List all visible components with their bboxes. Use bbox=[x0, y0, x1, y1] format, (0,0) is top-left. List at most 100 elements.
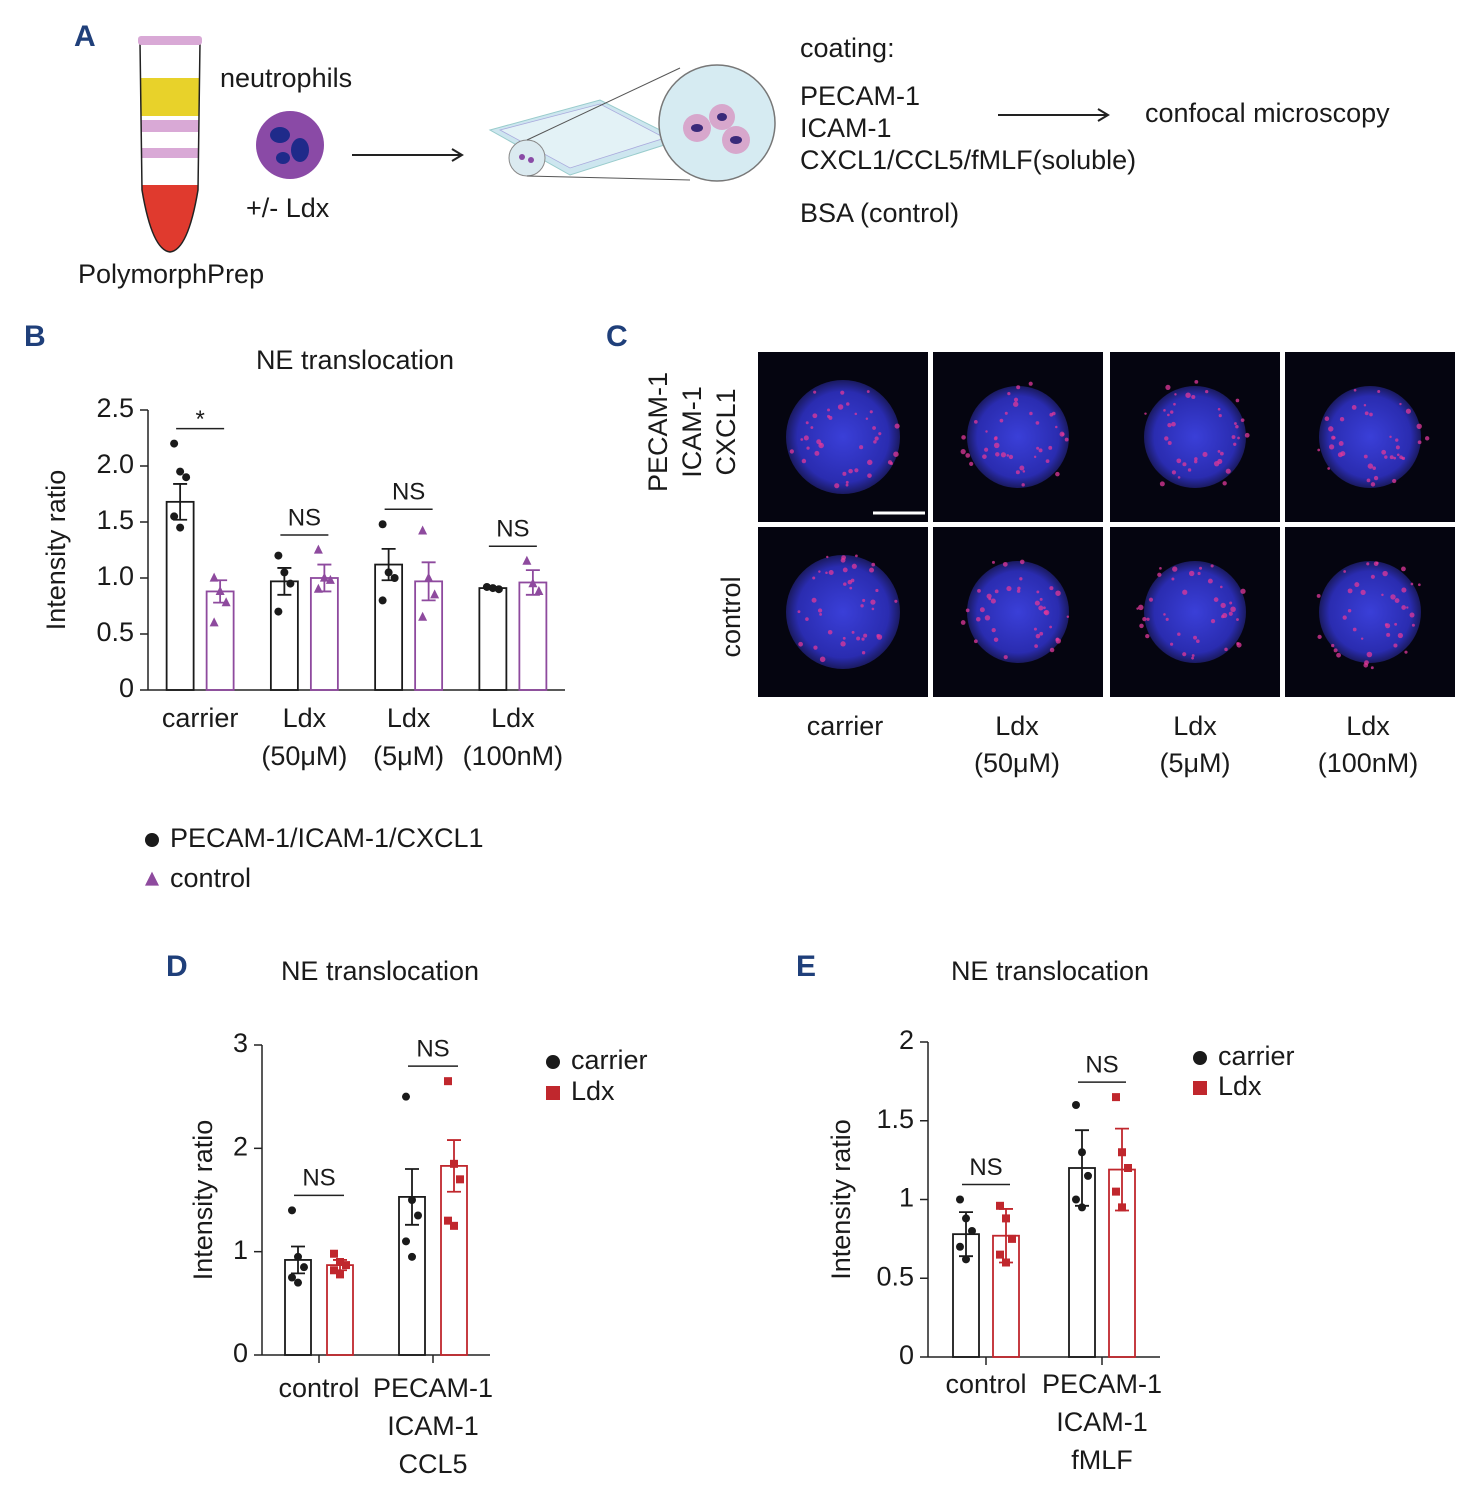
significance-label: NS bbox=[1085, 1051, 1118, 1078]
point bbox=[288, 1273, 296, 1282]
granule bbox=[1373, 475, 1379, 481]
granule bbox=[1244, 432, 1250, 438]
granule bbox=[1395, 438, 1399, 442]
granule bbox=[984, 615, 991, 621]
granule bbox=[1236, 618, 1239, 621]
column-label: (50μM) bbox=[974, 748, 1060, 778]
granule bbox=[1224, 647, 1228, 652]
granule bbox=[960, 620, 966, 625]
granule bbox=[873, 440, 877, 444]
granule bbox=[1167, 422, 1172, 428]
granule bbox=[840, 641, 846, 647]
granule bbox=[1145, 633, 1150, 639]
granule bbox=[1016, 589, 1021, 593]
chart-title: NE translocation bbox=[281, 956, 479, 986]
granule bbox=[1146, 617, 1150, 621]
x-tick-label: Ldx bbox=[283, 703, 327, 733]
point bbox=[456, 1175, 464, 1184]
granule bbox=[1390, 594, 1396, 600]
granule bbox=[1316, 593, 1321, 598]
granule bbox=[1039, 597, 1043, 601]
granule bbox=[1409, 612, 1415, 618]
significance-label: * bbox=[195, 406, 204, 433]
granule bbox=[889, 461, 894, 466]
row-label-line: PECAM-1 bbox=[643, 372, 673, 492]
significance-label: NS bbox=[969, 1154, 1002, 1181]
granule bbox=[842, 567, 848, 573]
x-tick-label: Ldx bbox=[491, 703, 535, 733]
bar bbox=[326, 1264, 354, 1356]
granule bbox=[1051, 411, 1056, 416]
point bbox=[444, 1216, 452, 1225]
point bbox=[402, 1092, 410, 1101]
point bbox=[286, 579, 295, 588]
granule bbox=[1339, 417, 1345, 422]
granule bbox=[1194, 457, 1198, 461]
granule bbox=[859, 445, 864, 450]
granule bbox=[1219, 451, 1224, 456]
y-tick-label: 2.0 bbox=[96, 449, 134, 479]
granule bbox=[1043, 609, 1050, 616]
point bbox=[170, 439, 179, 448]
nucleus bbox=[967, 561, 1069, 663]
legend-marker bbox=[145, 871, 159, 886]
granule bbox=[1035, 633, 1041, 639]
x-tick-label: CCL5 bbox=[398, 1449, 467, 1479]
legend-label: PECAM-1/ICAM-1/CXCL1 bbox=[170, 823, 484, 853]
y-tick-label: 1 bbox=[233, 1235, 248, 1265]
granule bbox=[1182, 589, 1188, 595]
granule bbox=[974, 420, 978, 424]
granule bbox=[871, 607, 875, 611]
granule bbox=[1035, 421, 1040, 425]
granule bbox=[1395, 445, 1400, 450]
point bbox=[384, 568, 393, 577]
point bbox=[1072, 1101, 1080, 1109]
granule bbox=[1406, 606, 1409, 609]
granule bbox=[1188, 570, 1195, 577]
granule bbox=[874, 436, 879, 441]
granule bbox=[1338, 441, 1344, 446]
granule bbox=[827, 408, 831, 412]
legend-marker bbox=[145, 833, 159, 847]
granule bbox=[990, 598, 996, 604]
point bbox=[1078, 1148, 1086, 1157]
granule bbox=[865, 417, 869, 421]
granule bbox=[1424, 436, 1430, 441]
granule bbox=[1337, 452, 1343, 458]
granule bbox=[840, 390, 845, 395]
granule bbox=[1336, 652, 1341, 658]
bar bbox=[440, 1165, 468, 1356]
point bbox=[336, 1258, 344, 1266]
bar bbox=[309, 577, 339, 691]
granule bbox=[827, 629, 833, 635]
granule bbox=[1381, 593, 1384, 597]
granule bbox=[893, 451, 899, 457]
granule bbox=[1171, 470, 1177, 475]
point bbox=[336, 1270, 344, 1279]
x-tick-label: (50μM) bbox=[261, 741, 347, 771]
point bbox=[1118, 1148, 1126, 1157]
granule bbox=[1022, 470, 1026, 473]
granule bbox=[849, 586, 853, 590]
granule bbox=[1360, 589, 1366, 595]
neutrophil bbox=[256, 111, 324, 179]
legend-label: Ldx bbox=[571, 1076, 615, 1106]
granule bbox=[1036, 446, 1040, 450]
point bbox=[274, 551, 283, 560]
point bbox=[1112, 1187, 1120, 1196]
granule bbox=[1218, 414, 1222, 418]
y-tick-label: 1.5 bbox=[876, 1104, 914, 1134]
granule bbox=[973, 639, 978, 644]
granule bbox=[1393, 456, 1397, 460]
granule bbox=[1377, 389, 1381, 394]
granule bbox=[871, 562, 876, 567]
granule bbox=[875, 588, 879, 593]
y-tick-label: 2 bbox=[233, 1131, 248, 1161]
point bbox=[418, 611, 428, 621]
significance-label: NS bbox=[288, 504, 321, 531]
point bbox=[418, 525, 428, 535]
cell-label: neutrophils bbox=[220, 63, 352, 93]
granule bbox=[1219, 585, 1223, 589]
panel-label: A bbox=[74, 20, 96, 53]
granule bbox=[1404, 650, 1408, 654]
